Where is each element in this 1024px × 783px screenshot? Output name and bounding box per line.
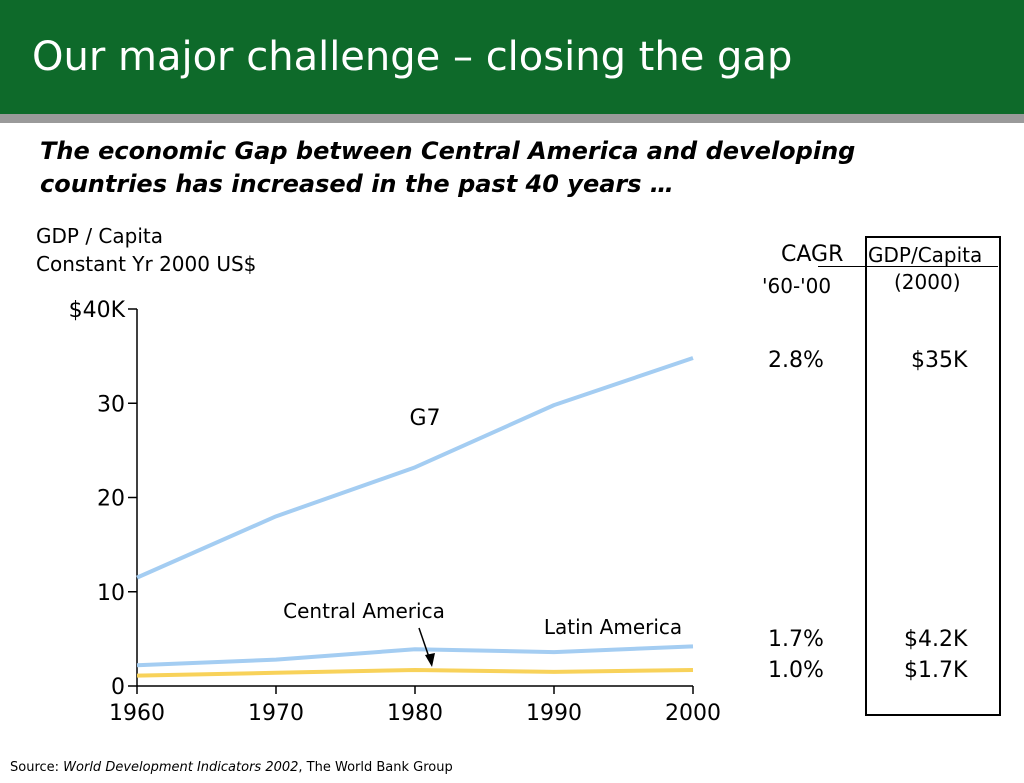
series-line-g7 xyxy=(136,356,694,580)
gdp-per-capita-box xyxy=(865,236,1001,716)
cagr-value-g7: 2.8% xyxy=(768,348,824,373)
x-tick-label: 1960 xyxy=(109,701,165,726)
source-suffix: , The World Bank Group xyxy=(298,760,453,775)
title-banner xyxy=(0,0,1024,114)
series-label-central-america: Central America xyxy=(283,599,445,623)
gdp-year: (2000) xyxy=(894,270,961,294)
chart-axes: 0 10 20 30 $40K 1960 1970 1980 1990 2000 xyxy=(69,298,721,726)
y-tick-label: 20 xyxy=(97,487,125,512)
gdp-value-central-america: $1.7K xyxy=(904,658,968,683)
gdp-value-g7: $35K xyxy=(911,348,968,373)
x-tick-label: 2000 xyxy=(665,701,721,726)
series-line-latin-america xyxy=(136,644,694,668)
source-note: Source: World Development Indicators 200… xyxy=(10,760,453,775)
y-tick-label: $40K xyxy=(69,298,126,323)
header-underline xyxy=(818,266,998,267)
series-label-latin-america: Latin America xyxy=(544,615,682,639)
slide-subtitle: The economic Gap between Central America… xyxy=(40,137,856,198)
page-title: Our major challenge – closing the gap xyxy=(32,34,793,80)
gdp-label: GDP/Capita xyxy=(868,243,983,267)
y-axis-title-line1: GDP / Capita xyxy=(36,224,163,248)
source-title: World Development Indicators 2002 xyxy=(63,760,299,775)
series-line-central-america xyxy=(136,667,694,678)
series-label-g7: G7 xyxy=(409,406,440,431)
y-axis-title-line2: Constant Yr 2000 US$ xyxy=(36,252,257,276)
x-tick-label: 1970 xyxy=(248,701,304,726)
gdp-value-latin-america: $4.2K xyxy=(904,627,968,652)
cagr-value-latin-america: 1.7% xyxy=(768,627,824,652)
y-tick-label: 0 xyxy=(111,675,125,700)
cagr-value-central-america: 1.0% xyxy=(768,658,824,683)
banner-divider xyxy=(0,114,1024,123)
central-america-pointer-head xyxy=(425,653,435,667)
source-prefix: Source: xyxy=(10,760,64,775)
x-tick-label: 1980 xyxy=(387,701,443,726)
chart-series xyxy=(136,356,694,678)
y-axis-title: GDP / Capita Constant Yr 2000 US$ xyxy=(36,222,256,278)
x-tick-label: 1990 xyxy=(526,701,582,726)
cagr-label: CAGR xyxy=(781,242,844,267)
cagr-range: '60-'00 xyxy=(762,274,832,298)
y-tick-label: 30 xyxy=(97,392,125,417)
y-tick-label: 10 xyxy=(97,581,125,606)
chart-annotations: G7 Central America Latin America xyxy=(283,406,682,667)
